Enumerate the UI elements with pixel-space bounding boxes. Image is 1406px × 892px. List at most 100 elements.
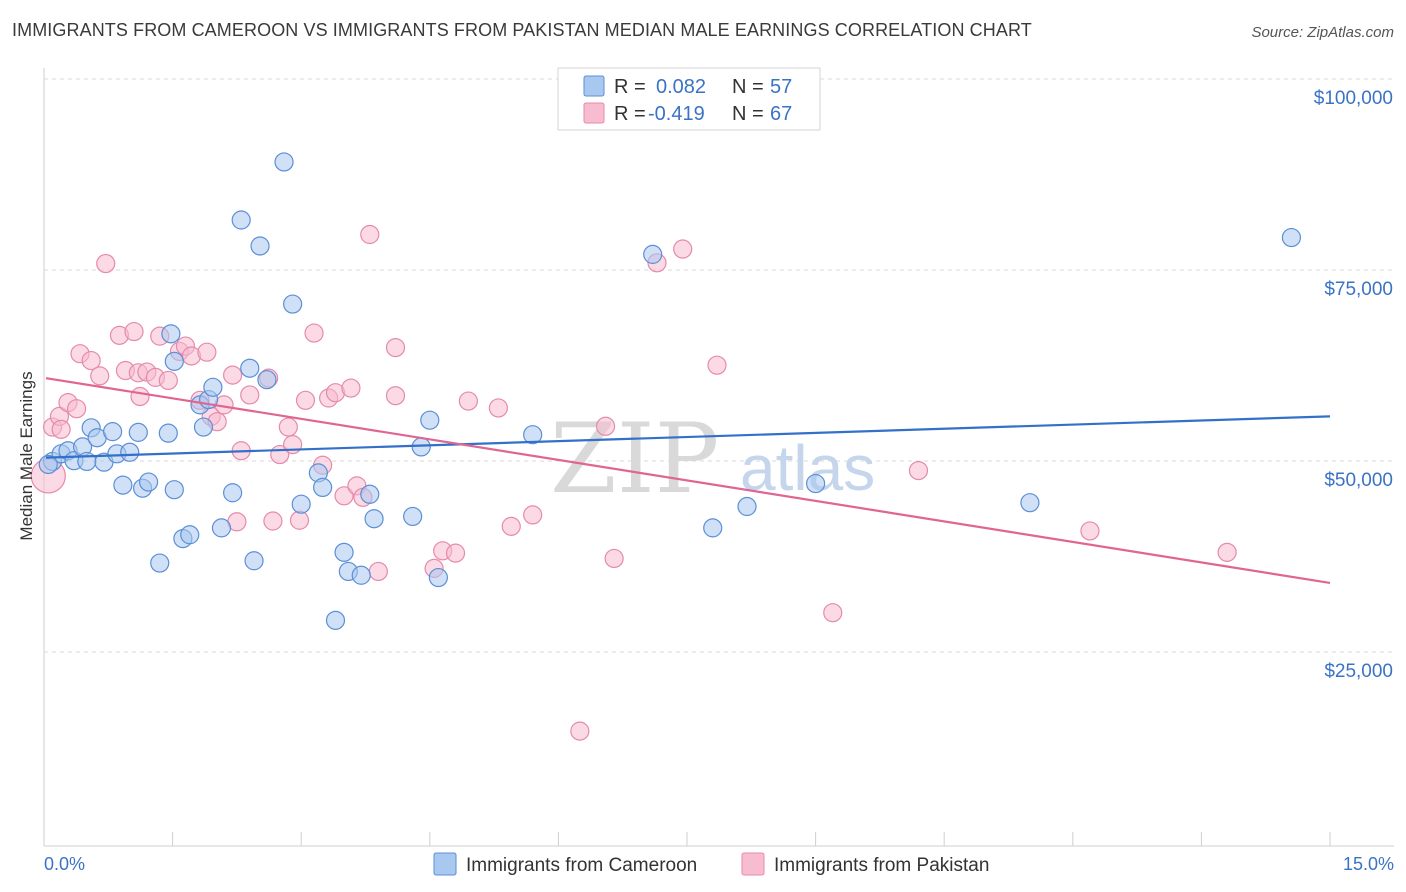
cameroon-point bbox=[703, 518, 723, 538]
cameroon-point bbox=[274, 152, 294, 172]
chart-title: IMMIGRANTS FROM CAMEROON VS IMMIGRANTS F… bbox=[12, 20, 1032, 40]
cameroon-point bbox=[250, 236, 270, 256]
y-tick-label: $75,000 bbox=[1324, 279, 1393, 300]
cameroon-point bbox=[1020, 493, 1040, 513]
cameroon-point bbox=[325, 610, 346, 630]
cameroon-point bbox=[203, 377, 223, 397]
cameroon-point bbox=[364, 509, 384, 529]
y-tick-label: $25,000 bbox=[1324, 661, 1393, 682]
pakistan-point bbox=[445, 543, 466, 563]
pakistan-point bbox=[1217, 542, 1237, 562]
legend-n-value-pakistan: 67 bbox=[770, 103, 792, 125]
pakistan-point bbox=[278, 417, 298, 437]
cameroon-point bbox=[138, 472, 159, 492]
cameroon-point bbox=[403, 506, 423, 527]
legend-r-label-cameroon: R = bbox=[614, 76, 646, 98]
cameroon-point bbox=[158, 423, 178, 443]
pakistan-point bbox=[263, 511, 283, 531]
pakistan-point bbox=[595, 416, 616, 436]
legend-n-value-cameroon: 57 bbox=[770, 76, 792, 98]
pakistan-point bbox=[81, 350, 101, 371]
cameroon-point bbox=[128, 422, 148, 442]
cameroon-point bbox=[737, 496, 757, 517]
pakistan-point bbox=[570, 721, 590, 741]
bottom-legend: Immigrants from Cameroon Immigrants from… bbox=[433, 852, 989, 876]
pakistan-point bbox=[341, 378, 361, 398]
y-tick-label: $50,000 bbox=[1324, 470, 1393, 491]
cameroon-point bbox=[164, 480, 184, 500]
pakistan-point bbox=[707, 355, 727, 375]
cameroon-point bbox=[211, 518, 232, 538]
pakistan-point bbox=[458, 391, 478, 411]
y-axis-label: Median Male Earnings bbox=[17, 371, 36, 540]
cameroon-point bbox=[291, 494, 311, 514]
pakistan-point bbox=[96, 253, 116, 274]
legend-swatch-cameroon bbox=[583, 75, 605, 97]
cameroon-point bbox=[120, 442, 140, 462]
series-cameroon-points bbox=[38, 152, 1302, 630]
cameroon-point bbox=[411, 437, 431, 457]
legend-box: R = 0.082 N = 57 R = -0.419 N = 67 bbox=[557, 67, 821, 131]
cameroon-point bbox=[1281, 227, 1302, 248]
pakistan-point bbox=[124, 321, 144, 342]
source-label: Source: ZipAtlas.com bbox=[1251, 24, 1394, 41]
cameroon-point bbox=[257, 370, 277, 390]
pakistan-point bbox=[334, 486, 354, 506]
legend-r-value-cameroon: 0.082 bbox=[656, 76, 706, 98]
trend-line-cameroon bbox=[45, 415, 1331, 459]
pakistan-point bbox=[908, 460, 929, 481]
pakistan-point bbox=[240, 385, 260, 405]
cameroon-point bbox=[193, 417, 214, 437]
pakistan-point bbox=[51, 419, 71, 439]
x-tick-label-max: 15.0% bbox=[1343, 854, 1394, 874]
bottom-legend-label-pakistan: Immigrants from Pakistan bbox=[774, 855, 989, 876]
pakistan-point bbox=[523, 505, 543, 525]
y-tick-label: $100,000 bbox=[1314, 88, 1393, 109]
cameroon-point bbox=[223, 483, 243, 503]
trend-line-pakistan bbox=[45, 377, 1331, 584]
pakistan-point bbox=[385, 386, 406, 406]
cameroon-point bbox=[180, 525, 200, 545]
legend-r-label-pakistan: R = bbox=[614, 103, 646, 125]
cameroon-point bbox=[113, 475, 133, 495]
cameroon-point bbox=[38, 454, 58, 475]
x-ticks bbox=[43, 832, 1331, 846]
legend-r-value-pakistan: -0.419 bbox=[648, 103, 705, 125]
pakistan-point bbox=[158, 370, 178, 391]
pakistan-point bbox=[90, 366, 110, 386]
cameroon-point bbox=[360, 484, 380, 504]
watermark-atlas: atlas bbox=[740, 432, 875, 504]
cameroon-point bbox=[150, 553, 170, 573]
cameroon-point bbox=[334, 542, 354, 562]
bottom-legend-swatch-cameroon bbox=[433, 852, 457, 876]
legend-swatch-pakistan bbox=[583, 102, 605, 124]
bottom-legend-swatch-pakistan bbox=[741, 852, 765, 876]
watermark-zip: ZIP bbox=[550, 403, 719, 515]
pakistan-point bbox=[66, 399, 87, 419]
cameroon-point bbox=[102, 422, 123, 442]
pakistan-point bbox=[368, 561, 388, 582]
cameroon-point bbox=[283, 294, 303, 314]
legend-n-label-cameroon: N = bbox=[732, 76, 764, 98]
pakistan-point bbox=[1080, 521, 1100, 541]
pakistan-point bbox=[823, 603, 843, 623]
pakistan-point bbox=[501, 516, 521, 536]
pakistan-point bbox=[289, 510, 310, 530]
trend-lines bbox=[45, 377, 1331, 584]
y-tick-labels: $25,000 $50,000 $75,000 $100,000 bbox=[1314, 88, 1393, 682]
cameroon-point bbox=[244, 551, 264, 571]
cameroon-point bbox=[523, 425, 543, 445]
pakistan-point bbox=[295, 390, 316, 410]
cameroon-point bbox=[231, 210, 251, 230]
pakistan-point bbox=[360, 224, 380, 245]
cameroon-point bbox=[420, 410, 440, 430]
x-tick-label-min: 0.0% bbox=[44, 854, 85, 874]
pakistan-point bbox=[130, 386, 150, 407]
pakistan-point bbox=[197, 342, 217, 362]
pakistan-point bbox=[673, 239, 693, 259]
bottom-legend-label-cameroon: Immigrants from Cameroon bbox=[466, 855, 697, 876]
pakistan-point bbox=[223, 365, 243, 385]
pakistan-point bbox=[488, 398, 508, 418]
legend-n-label-pakistan: N = bbox=[732, 103, 764, 125]
